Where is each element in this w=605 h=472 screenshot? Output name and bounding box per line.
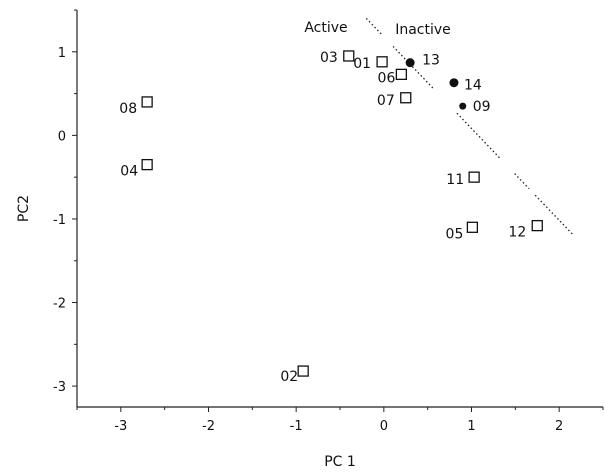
y-axis-title: PC2 xyxy=(16,195,32,222)
point-05 xyxy=(466,221,479,233)
point-label-05: 05 xyxy=(446,226,464,242)
point-label-07: 07 xyxy=(377,93,395,109)
point-label-08: 08 xyxy=(119,101,137,117)
point-label-06: 06 xyxy=(378,70,396,86)
point-label-13: 13 xyxy=(422,53,440,69)
point-01 xyxy=(376,56,388,68)
x-tick-label: 0 xyxy=(380,419,388,434)
x-axis-title: PC 1 xyxy=(324,454,356,470)
y-tick-label: -1 xyxy=(53,213,66,228)
point-06 xyxy=(395,68,408,81)
data-points: 01 02 03 04 05 06 07 08 11 12 09 13 14 xyxy=(119,50,543,385)
point-13 xyxy=(405,58,415,68)
point-02 xyxy=(297,365,309,377)
x-tick-label: -1 xyxy=(290,419,303,434)
x-tick-label: 2 xyxy=(555,419,563,434)
point-07 xyxy=(400,92,412,104)
point-label-11: 11 xyxy=(446,172,464,188)
x-tick-label: -2 xyxy=(202,419,215,434)
plot-frame xyxy=(76,10,603,408)
boundary-segment xyxy=(456,112,501,159)
point-label-12: 12 xyxy=(508,225,526,241)
point-label-01: 01 xyxy=(353,56,371,72)
separation-boundary xyxy=(365,17,573,235)
point-03 xyxy=(343,50,355,62)
point-label-14: 14 xyxy=(464,78,482,94)
y-tick-label: 1 xyxy=(58,46,66,61)
point-11 xyxy=(468,171,480,183)
y-tick-label: -3 xyxy=(53,380,66,395)
boundary-segment xyxy=(514,173,530,190)
point-14 xyxy=(449,78,459,88)
boundary-segment xyxy=(365,17,384,37)
boundary-segment xyxy=(534,194,573,235)
point-12 xyxy=(531,219,543,232)
point-04 xyxy=(141,158,153,171)
point-label-03: 03 xyxy=(320,50,338,66)
x-tick-label: 1 xyxy=(467,419,475,434)
region-label-inactive: Inactive xyxy=(395,22,451,38)
point-08 xyxy=(141,96,153,108)
y-tick-label: 0 xyxy=(58,129,66,144)
point-label-09: 09 xyxy=(473,99,491,115)
x-tick-label: -3 xyxy=(114,419,127,434)
axis-ticks: -3 -2 -1 0 1 210-1-2-3 xyxy=(53,9,604,434)
point-label-04: 04 xyxy=(120,164,138,180)
point-label-02: 02 xyxy=(280,369,298,385)
point-09 xyxy=(459,102,467,110)
region-label-active: Active xyxy=(304,20,347,36)
y-tick-label: -2 xyxy=(53,297,66,312)
